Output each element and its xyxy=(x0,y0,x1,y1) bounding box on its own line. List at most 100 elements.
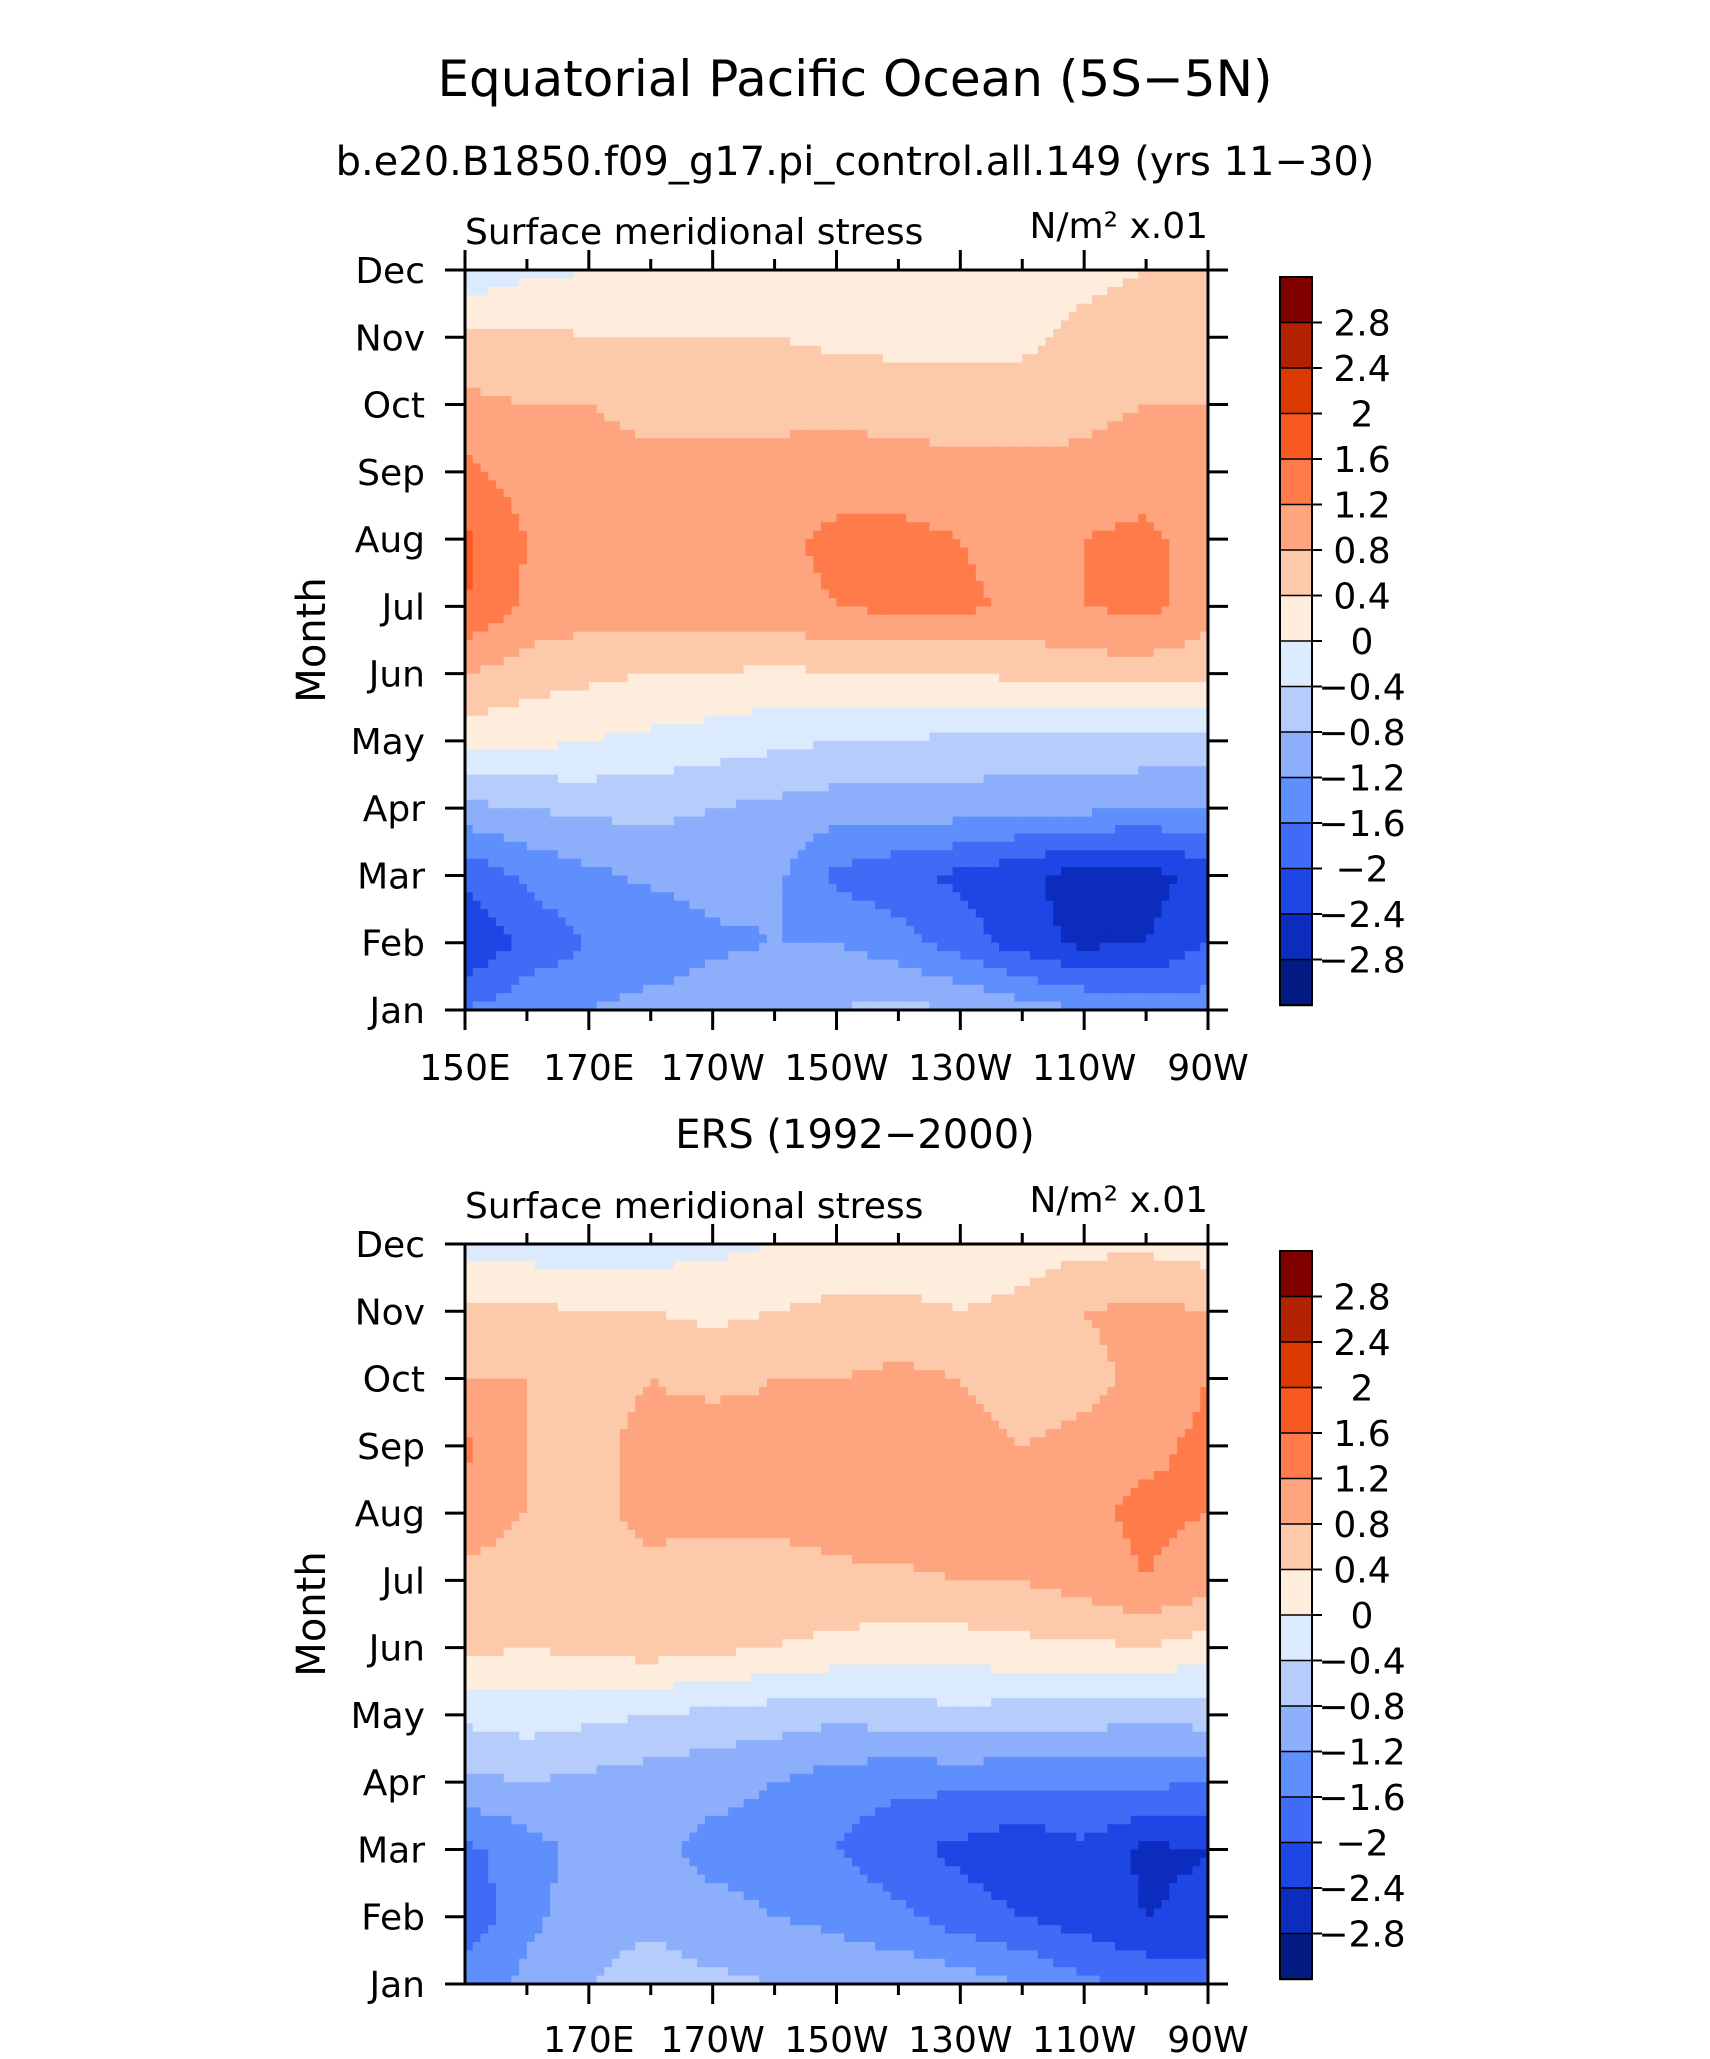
contour-cell xyxy=(550,808,559,818)
contour-cell xyxy=(782,631,791,641)
contour-cell xyxy=(836,270,845,280)
contour-cell xyxy=(805,892,814,902)
contour-cell xyxy=(728,328,737,338)
contour-cell xyxy=(519,883,528,893)
contour-cell xyxy=(735,589,745,599)
contour-cell xyxy=(844,345,853,355)
contour-cell xyxy=(526,320,536,330)
contour-cell xyxy=(635,631,644,641)
contour-cell xyxy=(488,362,497,372)
contour-cell xyxy=(488,640,497,650)
contour-cell xyxy=(751,858,760,868)
contour-cell xyxy=(735,774,745,784)
contour-cell xyxy=(689,900,698,910)
contour-cell xyxy=(465,463,474,473)
contour-cell xyxy=(635,623,644,633)
contour-cell xyxy=(588,791,598,801)
contour-cell xyxy=(751,690,760,700)
contour-cell xyxy=(666,858,675,868)
contour-cell xyxy=(821,883,830,893)
contour-cell xyxy=(666,505,675,515)
contour-cell xyxy=(898,354,907,364)
contour-cell xyxy=(774,883,784,893)
contour-cell xyxy=(836,867,845,877)
contour-cell xyxy=(604,782,613,793)
contour-cell xyxy=(511,749,520,759)
contour-cell xyxy=(511,858,520,868)
contour-cell xyxy=(898,623,907,633)
contour-cell xyxy=(550,825,559,835)
contour-cell xyxy=(480,682,489,692)
contour-cell xyxy=(495,606,505,616)
contour-cell xyxy=(697,774,706,784)
contour-cell xyxy=(472,429,482,439)
contour-cell xyxy=(875,286,884,296)
contour-cell xyxy=(658,858,667,868)
contour-cell xyxy=(720,303,729,313)
contour-cell xyxy=(790,606,799,616)
contour-cell xyxy=(658,732,667,742)
contour-cell xyxy=(565,757,575,767)
contour-cell xyxy=(882,354,892,364)
contour-cell xyxy=(867,370,876,381)
contour-cell xyxy=(588,379,598,389)
contour-cell xyxy=(488,749,497,759)
contour-cell xyxy=(627,732,636,742)
contour-cell xyxy=(588,547,598,557)
contour-cell xyxy=(635,581,644,591)
contour-cell xyxy=(612,673,621,683)
contour-cell xyxy=(875,883,884,893)
contour-cell xyxy=(666,690,675,700)
contour-cell xyxy=(790,387,799,397)
contour-cell xyxy=(596,421,606,431)
contour-cell xyxy=(596,984,606,994)
contour-cell xyxy=(604,656,613,666)
contour-cell xyxy=(867,833,876,843)
contour-cell xyxy=(495,875,505,885)
contour-cell xyxy=(851,841,861,851)
contour-cell xyxy=(766,808,776,818)
contour-cell xyxy=(581,682,590,692)
contour-cell xyxy=(588,404,598,414)
contour-cell xyxy=(851,320,861,330)
contour-cell xyxy=(673,900,683,910)
contour-cell xyxy=(511,564,520,574)
contour-cell xyxy=(565,791,575,801)
contour-cell xyxy=(859,993,869,1003)
contour-cell xyxy=(828,412,838,423)
contour-cell xyxy=(805,387,814,397)
contour-cell xyxy=(867,698,876,708)
contour-cell xyxy=(542,825,551,835)
contour-cell xyxy=(805,412,814,423)
contour-cell xyxy=(681,934,691,944)
contour-cell xyxy=(697,799,706,809)
contour-cell xyxy=(472,480,482,490)
contour-cell xyxy=(836,715,845,725)
contour-cell xyxy=(511,640,520,650)
contour-cell xyxy=(898,337,907,347)
contour-cell xyxy=(704,967,714,978)
contour-cell xyxy=(735,362,745,372)
contour-cell xyxy=(805,446,814,456)
contour-cell xyxy=(828,522,838,532)
contour-cell xyxy=(519,909,528,919)
contour-cell xyxy=(511,850,520,860)
contour-cell xyxy=(666,623,675,633)
contour-cell xyxy=(588,833,598,843)
contour-cell xyxy=(658,808,667,818)
contour-cell xyxy=(495,951,505,961)
contour-cell xyxy=(588,850,598,860)
contour-cell xyxy=(612,295,621,305)
contour-cell xyxy=(643,791,652,801)
contour-cell xyxy=(480,505,489,515)
contour-cell xyxy=(735,648,745,658)
contour-cell xyxy=(704,732,714,742)
contour-cell xyxy=(813,757,822,767)
contour-cell xyxy=(828,614,838,624)
contour-cell xyxy=(658,841,667,851)
contour-cell xyxy=(511,370,520,381)
contour-cell xyxy=(534,412,544,423)
contour-cell xyxy=(867,522,876,532)
contour-cell xyxy=(650,732,660,742)
